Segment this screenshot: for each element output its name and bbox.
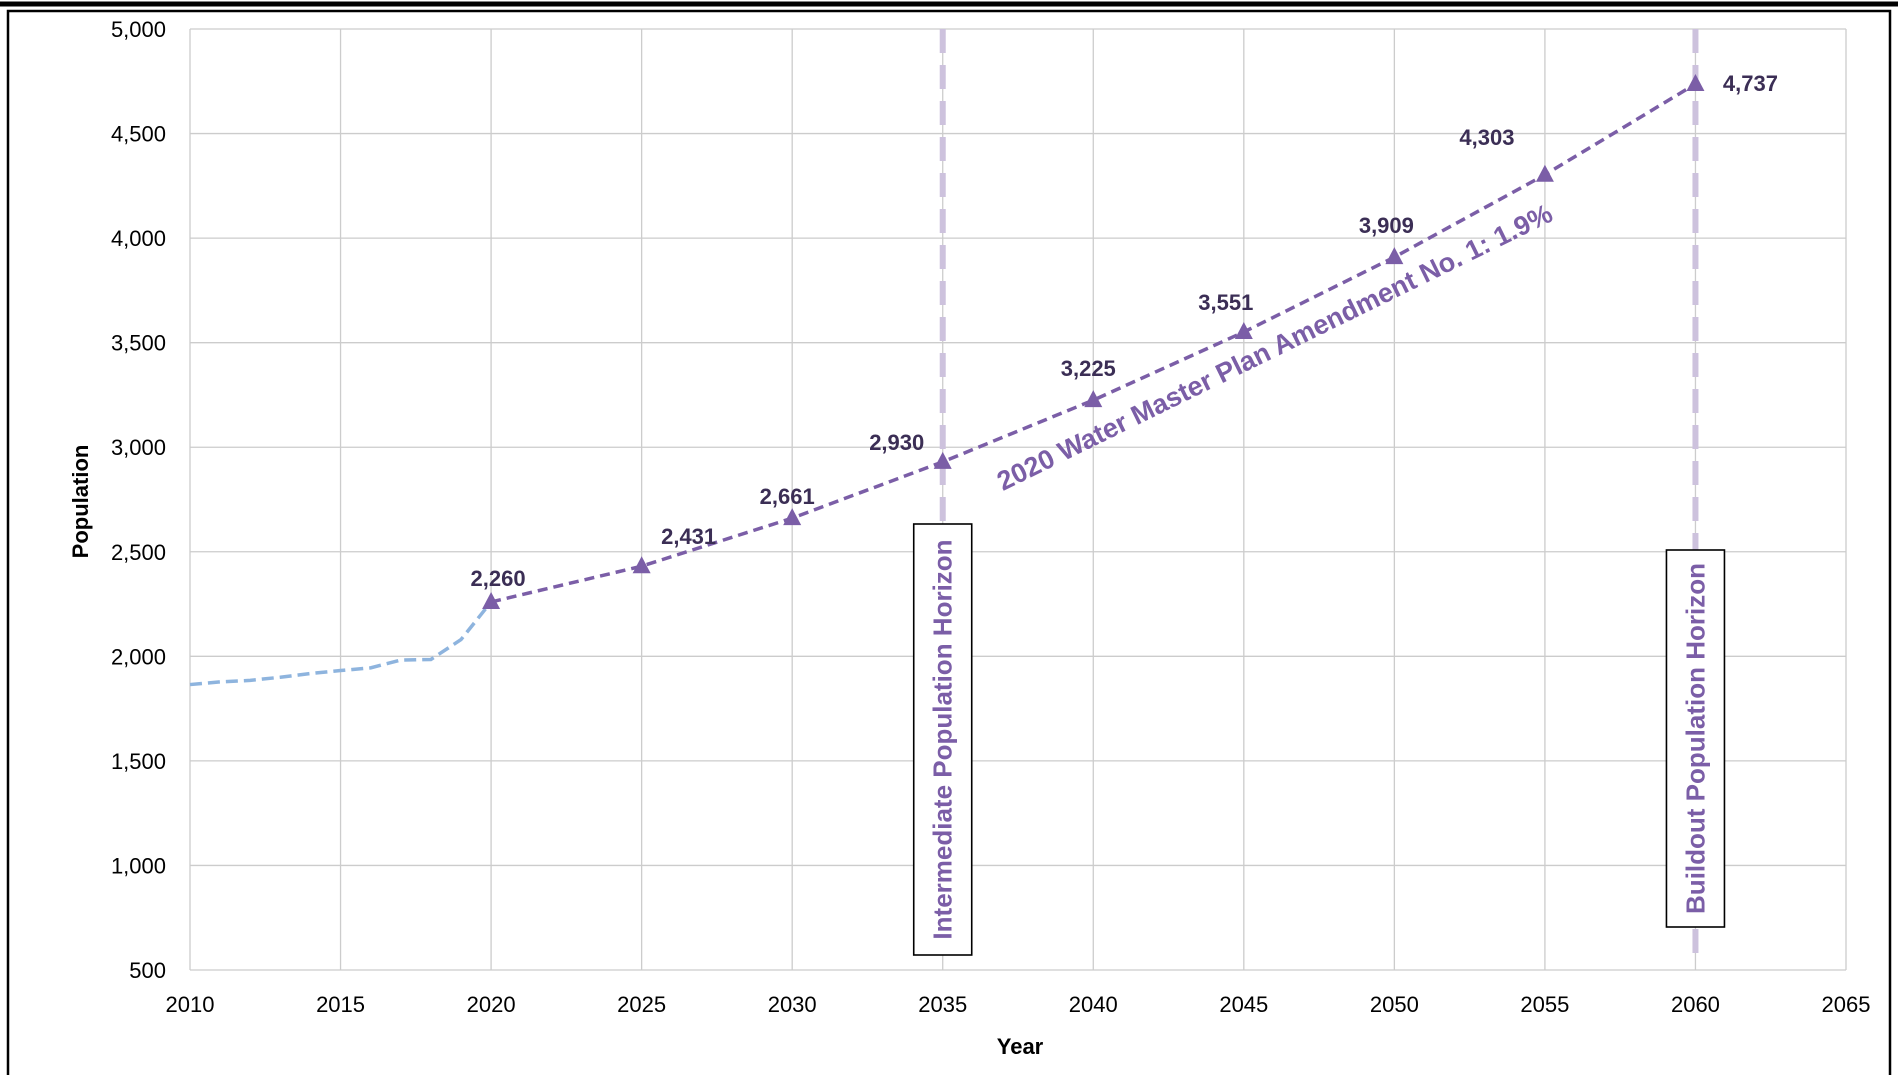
x-tick-label: 2030: [768, 992, 817, 1017]
x-tick-label: 2060: [1671, 992, 1720, 1017]
x-tick-label: 2035: [918, 992, 967, 1017]
y-tick-label: 1,500: [111, 749, 166, 774]
trend-label: 2020 Water Master Plan Amendment No. 1: …: [992, 198, 1557, 496]
y-tick-label: 4,500: [111, 122, 166, 147]
horizon-label-box: [912, 523, 973, 956]
y-tick-label: 2,500: [111, 540, 166, 565]
projection-marker: [1686, 73, 1705, 91]
data-label: 2,930: [869, 430, 924, 455]
chart-border: [6, 9, 1892, 1080]
x-tick-label: 2015: [316, 992, 365, 1017]
data-label: 4,737: [1723, 71, 1778, 96]
x-tick-label: 2050: [1370, 992, 1419, 1017]
x-tick-label: 2045: [1219, 992, 1268, 1017]
x-tick-label: 2055: [1520, 992, 1569, 1017]
y-tick-label: 500: [129, 958, 166, 983]
y-tick-label: 5,000: [111, 17, 166, 42]
projection-marker: [1535, 164, 1554, 182]
data-label: 2,431: [661, 524, 716, 549]
x-tick-label: 2010: [166, 992, 215, 1017]
x-tick-label: 2040: [1069, 992, 1118, 1017]
y-axis-title: Population: [68, 445, 93, 559]
data-label: 2,661: [760, 484, 815, 509]
x-tick-label: 2025: [617, 992, 666, 1017]
projection-marker: [933, 451, 952, 469]
y-tick-label: 3,000: [111, 435, 166, 460]
data-label: 3,551: [1198, 290, 1253, 315]
y-tick-label: 3,500: [111, 331, 166, 356]
x-tick-label: 2065: [1822, 992, 1871, 1017]
projection-marker: [783, 508, 802, 526]
historical-population-line: [189, 600, 493, 687]
y-tick-label: 4,000: [111, 226, 166, 251]
projection-marker: [1234, 322, 1253, 340]
projection-marker: [632, 556, 651, 574]
horizon-label: Intermediate Population Horizon: [928, 539, 958, 939]
y-tick-label: 2,000: [111, 644, 166, 669]
projection-marker: [1385, 247, 1404, 265]
horizon-label: Buildout Population Horizon: [1680, 563, 1710, 914]
data-label: 2,260: [471, 566, 526, 591]
x-axis-title: Year: [997, 1034, 1044, 1059]
data-label: 4,303: [1459, 125, 1514, 150]
x-tick-label: 2020: [467, 992, 516, 1017]
horizon-label-box: [1665, 549, 1726, 928]
projection-marker: [482, 591, 501, 609]
projection-marker: [1084, 390, 1103, 408]
data-label: 3,909: [1359, 213, 1414, 238]
y-tick-label: 1,000: [111, 853, 166, 878]
data-label: 3,225: [1061, 356, 1116, 381]
